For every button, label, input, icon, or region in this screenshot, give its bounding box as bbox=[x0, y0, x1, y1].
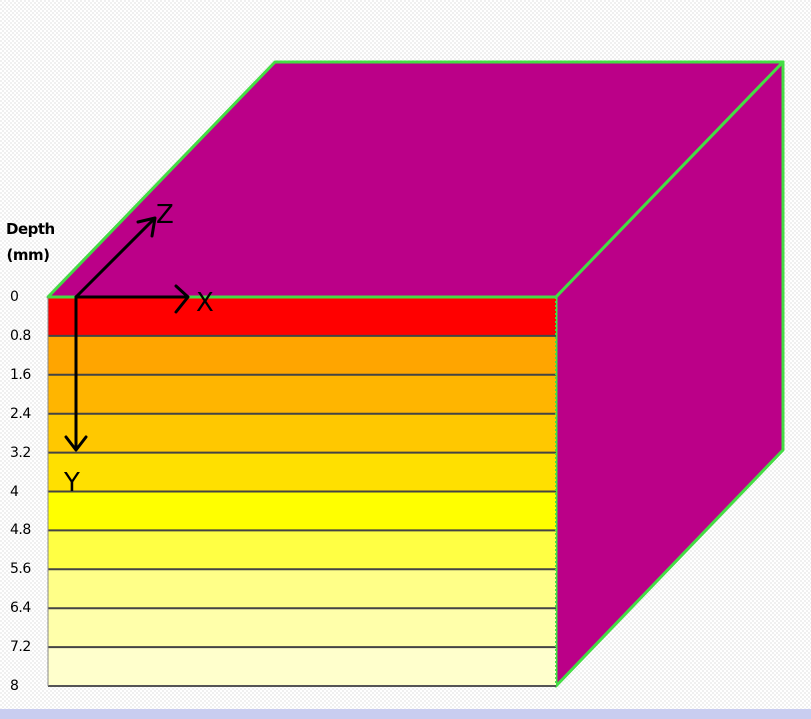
depth-tick-label: 4.8 bbox=[10, 522, 31, 539]
depth-tick-label: 5.6 bbox=[10, 561, 31, 578]
x-axis-label: X bbox=[196, 288, 214, 318]
depth-layer bbox=[48, 647, 556, 687]
depth-tick-label: 1.6 bbox=[10, 366, 31, 383]
depth-layer bbox=[48, 608, 556, 648]
depth-tick-label: 0 bbox=[10, 289, 19, 305]
depth-tick-label: 0.8 bbox=[10, 327, 31, 344]
depth-layer bbox=[48, 335, 556, 376]
depth-tick-label: 4 bbox=[10, 483, 19, 500]
depth-layer bbox=[48, 569, 556, 609]
bottom-strip bbox=[0, 709, 811, 719]
depth-tick-label: 8 bbox=[10, 678, 19, 694]
depth-layer bbox=[48, 530, 556, 570]
depth-layer bbox=[48, 374, 556, 415]
z-axis-arrowhead bbox=[136, 216, 157, 238]
depth-title-line2: (mm) bbox=[6, 246, 50, 264]
x-axis-arrowhead bbox=[174, 284, 190, 314]
depth-axis-title: Depth (mm) bbox=[6, 220, 55, 264]
depth-layer bbox=[48, 452, 556, 492]
z-axis-label: Z bbox=[156, 200, 174, 230]
depth-tick-label: 6.4 bbox=[10, 600, 31, 617]
depth-layer bbox=[48, 413, 556, 454]
y-axis-arrowhead bbox=[64, 435, 88, 452]
depth-layer bbox=[48, 297, 556, 337]
front-face-layers bbox=[48, 297, 556, 687]
depth-layer bbox=[48, 491, 556, 531]
depth-title-line1: Depth bbox=[6, 220, 55, 238]
axis-arrows bbox=[64, 216, 190, 452]
y-axis-label: Y bbox=[64, 468, 80, 498]
z-axis-arrow bbox=[74, 218, 155, 299]
depth-tick-label: 7.2 bbox=[10, 639, 31, 656]
depth-tick-label: 2.4 bbox=[10, 405, 31, 422]
depth-tick-label: 3.2 bbox=[10, 444, 31, 461]
